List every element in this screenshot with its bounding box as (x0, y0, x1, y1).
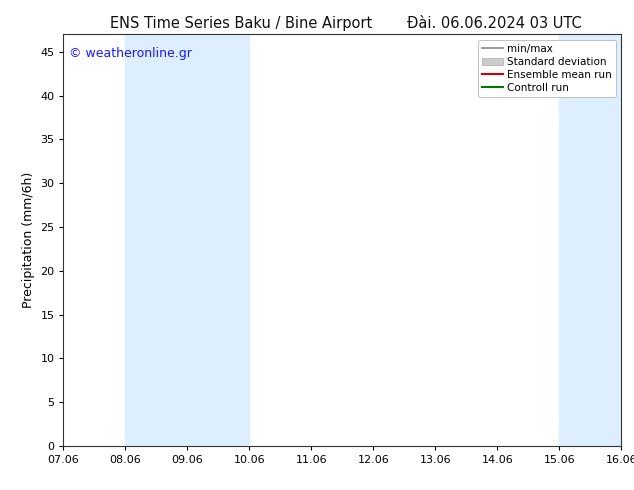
Text: © weatheronline.gr: © weatheronline.gr (69, 47, 192, 60)
Bar (559, 34, 621, 446)
Text: ENS Time Series Baku / Bine Airport: ENS Time Series Baku / Bine Airport (110, 16, 372, 31)
Bar (126, 34, 249, 446)
Y-axis label: Precipitation (mm/6h): Precipitation (mm/6h) (22, 172, 35, 308)
Text: Đài. 06.06.2024 03 UTC: Đài. 06.06.2024 03 UTC (407, 16, 582, 31)
Legend: min/max, Standard deviation, Ensemble mean run, Controll run: min/max, Standard deviation, Ensemble me… (478, 40, 616, 97)
